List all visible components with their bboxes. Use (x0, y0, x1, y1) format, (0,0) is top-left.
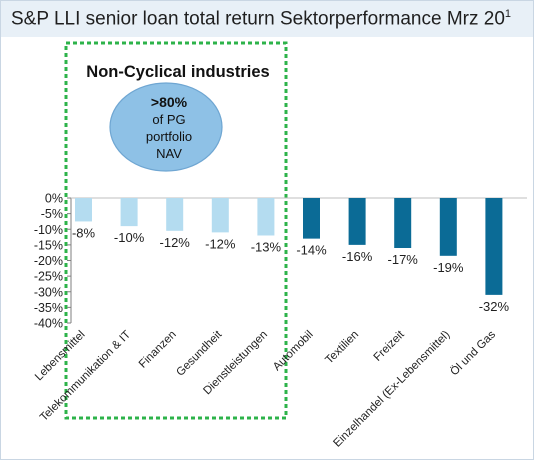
data-label: -8% (72, 225, 96, 240)
bubble-line-1: >80% (151, 94, 188, 110)
data-label: -12% (160, 235, 191, 250)
y-tick-label: -10% (34, 223, 63, 237)
bar (348, 198, 366, 245)
bar (485, 198, 503, 295)
bar-series (75, 198, 503, 295)
category-label: Finanzen (137, 329, 179, 371)
bar (211, 198, 229, 233)
bar (120, 198, 138, 227)
category-label: Textilien (323, 329, 361, 367)
y-tick-label: -25% (34, 270, 63, 284)
data-label: -17% (388, 252, 419, 267)
y-tick-label: -5% (41, 207, 63, 221)
category-label: Telekommunikation & IT (38, 329, 133, 424)
non-cyclical-box-title: Non-Cyclical industries (86, 63, 269, 81)
data-label: -14% (296, 243, 327, 258)
annotation-layer: Non-Cyclical industries >80% of PG portf… (64, 41, 288, 420)
y-tick-label: -35% (34, 301, 63, 315)
y-tick-label: -40% (34, 317, 63, 331)
chart-title-text: S&P LLI senior loan total return Sektorp… (11, 8, 505, 30)
data-label: -10% (114, 230, 145, 245)
data-label: -16% (342, 249, 373, 264)
y-tick-label: -30% (34, 285, 63, 299)
bar (439, 198, 457, 256)
category-label: Freizeit (372, 328, 408, 364)
bubble-line-2: of PG (152, 112, 185, 127)
category-label: Automobil (271, 329, 316, 374)
chart-title-footnote: 1 (504, 8, 512, 20)
chart-title: S&P LLI senior loan total return Sektorp… (11, 8, 511, 30)
non-cyclical-box (64, 41, 288, 420)
y-tick-label: -20% (34, 254, 63, 268)
data-label: -12% (205, 236, 236, 251)
category-label: Öl und Gas (448, 328, 498, 378)
bar (166, 198, 184, 231)
portfolio-share-bubble (109, 82, 223, 172)
data-label: -13% (251, 240, 282, 255)
bar (394, 198, 412, 248)
category-label: Gesundheit (174, 328, 225, 379)
data-label: -32% (479, 299, 510, 314)
bar (257, 198, 275, 236)
bar (75, 198, 92, 222)
y-tick-label: 0% (45, 192, 63, 206)
y-tick-label: -15% (34, 238, 63, 252)
data-labels: -8% -10% -12% -12% -13% -14% -16% -17% -19% -32% (72, 225, 510, 313)
bubble-line-3: portfolio (146, 129, 192, 144)
y-axis: 0%-5%-10%-15%-20%-25%-30%-35%-40% (34, 192, 527, 331)
bar (303, 198, 320, 239)
bubble-line-4: NAV (156, 146, 182, 161)
header-bar: S&P LLI senior loan total return Sektorp… (1, 1, 533, 37)
data-label: -19% (433, 260, 464, 275)
